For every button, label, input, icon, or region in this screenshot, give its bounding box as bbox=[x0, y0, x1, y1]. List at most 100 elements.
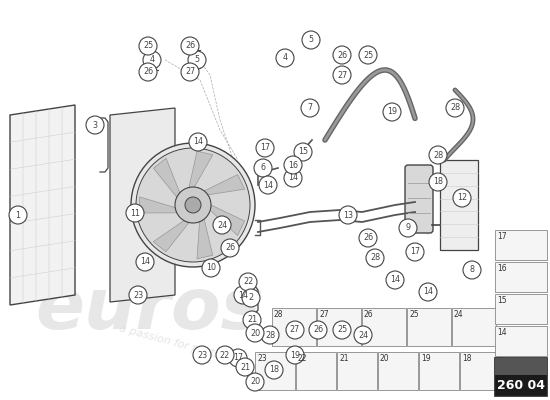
Text: 17: 17 bbox=[260, 144, 270, 152]
Circle shape bbox=[234, 286, 252, 304]
Circle shape bbox=[265, 361, 283, 379]
Circle shape bbox=[239, 273, 257, 291]
Text: 15: 15 bbox=[298, 148, 308, 156]
Text: 16: 16 bbox=[497, 264, 507, 273]
Circle shape bbox=[339, 206, 357, 224]
Circle shape bbox=[429, 173, 447, 191]
Polygon shape bbox=[10, 105, 75, 305]
Text: 20: 20 bbox=[250, 328, 260, 338]
Circle shape bbox=[261, 326, 279, 344]
Circle shape bbox=[354, 326, 372, 344]
Text: 25: 25 bbox=[143, 42, 153, 50]
Polygon shape bbox=[197, 219, 213, 259]
Text: 20: 20 bbox=[250, 378, 260, 386]
Text: 8: 8 bbox=[470, 266, 475, 274]
Text: 3: 3 bbox=[92, 120, 97, 130]
FancyBboxPatch shape bbox=[362, 308, 406, 346]
Text: 14: 14 bbox=[390, 276, 400, 284]
Text: 23: 23 bbox=[197, 350, 207, 360]
Circle shape bbox=[236, 358, 254, 376]
Text: 27: 27 bbox=[319, 310, 329, 319]
Text: 28: 28 bbox=[433, 150, 443, 160]
Text: 10: 10 bbox=[206, 264, 216, 272]
FancyBboxPatch shape bbox=[296, 352, 336, 390]
Text: 11: 11 bbox=[130, 208, 140, 218]
Circle shape bbox=[136, 148, 250, 262]
Circle shape bbox=[86, 116, 104, 134]
Circle shape bbox=[256, 139, 274, 157]
Circle shape bbox=[463, 261, 481, 279]
FancyBboxPatch shape bbox=[452, 308, 496, 346]
FancyBboxPatch shape bbox=[495, 358, 547, 396]
FancyBboxPatch shape bbox=[272, 308, 316, 346]
Text: 21: 21 bbox=[247, 316, 257, 324]
Circle shape bbox=[216, 346, 234, 364]
Circle shape bbox=[286, 321, 304, 339]
Text: 19: 19 bbox=[421, 354, 431, 363]
Circle shape bbox=[333, 46, 351, 64]
Circle shape bbox=[453, 189, 471, 207]
Text: 27: 27 bbox=[290, 326, 300, 334]
Text: 14: 14 bbox=[263, 180, 273, 190]
Circle shape bbox=[229, 349, 247, 367]
FancyBboxPatch shape bbox=[407, 308, 451, 346]
FancyBboxPatch shape bbox=[317, 308, 361, 346]
Circle shape bbox=[246, 373, 264, 391]
FancyBboxPatch shape bbox=[460, 352, 500, 390]
Text: 26: 26 bbox=[363, 234, 373, 242]
FancyBboxPatch shape bbox=[495, 326, 547, 356]
Circle shape bbox=[193, 346, 211, 364]
Circle shape bbox=[139, 37, 157, 55]
Circle shape bbox=[386, 271, 404, 289]
Text: 26: 26 bbox=[313, 326, 323, 334]
FancyBboxPatch shape bbox=[255, 352, 295, 390]
Text: 17: 17 bbox=[233, 354, 243, 362]
Circle shape bbox=[359, 46, 377, 64]
Circle shape bbox=[213, 216, 231, 234]
FancyBboxPatch shape bbox=[495, 294, 547, 324]
Circle shape bbox=[284, 169, 302, 187]
Text: 25: 25 bbox=[337, 326, 347, 334]
Polygon shape bbox=[110, 108, 175, 302]
Polygon shape bbox=[140, 197, 177, 213]
Text: 14: 14 bbox=[288, 174, 298, 182]
Text: 17: 17 bbox=[497, 232, 507, 241]
Text: 24: 24 bbox=[358, 330, 368, 340]
Text: 24: 24 bbox=[217, 220, 227, 230]
Text: 26: 26 bbox=[364, 310, 373, 319]
FancyBboxPatch shape bbox=[337, 352, 377, 390]
Text: 28: 28 bbox=[450, 104, 460, 112]
Circle shape bbox=[309, 321, 327, 339]
Text: 22: 22 bbox=[220, 350, 230, 360]
Text: 18: 18 bbox=[433, 178, 443, 186]
Text: 15: 15 bbox=[497, 296, 507, 305]
Circle shape bbox=[419, 283, 437, 301]
Text: 26: 26 bbox=[185, 42, 195, 50]
FancyBboxPatch shape bbox=[495, 358, 547, 375]
Circle shape bbox=[246, 324, 264, 342]
Circle shape bbox=[366, 249, 384, 267]
Circle shape bbox=[333, 321, 351, 339]
Circle shape bbox=[301, 99, 319, 117]
Polygon shape bbox=[204, 175, 245, 195]
Circle shape bbox=[399, 219, 417, 237]
Circle shape bbox=[129, 286, 147, 304]
Circle shape bbox=[259, 176, 277, 194]
Text: 9: 9 bbox=[405, 224, 410, 232]
Circle shape bbox=[143, 51, 161, 69]
Text: 23: 23 bbox=[133, 290, 143, 300]
Circle shape bbox=[406, 243, 424, 261]
FancyBboxPatch shape bbox=[378, 352, 418, 390]
Polygon shape bbox=[189, 151, 213, 188]
Text: 21: 21 bbox=[339, 354, 349, 363]
Circle shape bbox=[181, 63, 199, 81]
Text: 22: 22 bbox=[298, 354, 307, 363]
Circle shape bbox=[175, 187, 211, 223]
Circle shape bbox=[242, 289, 260, 307]
Circle shape bbox=[254, 159, 272, 177]
Text: 19: 19 bbox=[387, 108, 397, 116]
Text: 25: 25 bbox=[409, 310, 419, 319]
Circle shape bbox=[276, 49, 294, 67]
Polygon shape bbox=[210, 205, 245, 236]
Text: 14: 14 bbox=[238, 290, 248, 300]
